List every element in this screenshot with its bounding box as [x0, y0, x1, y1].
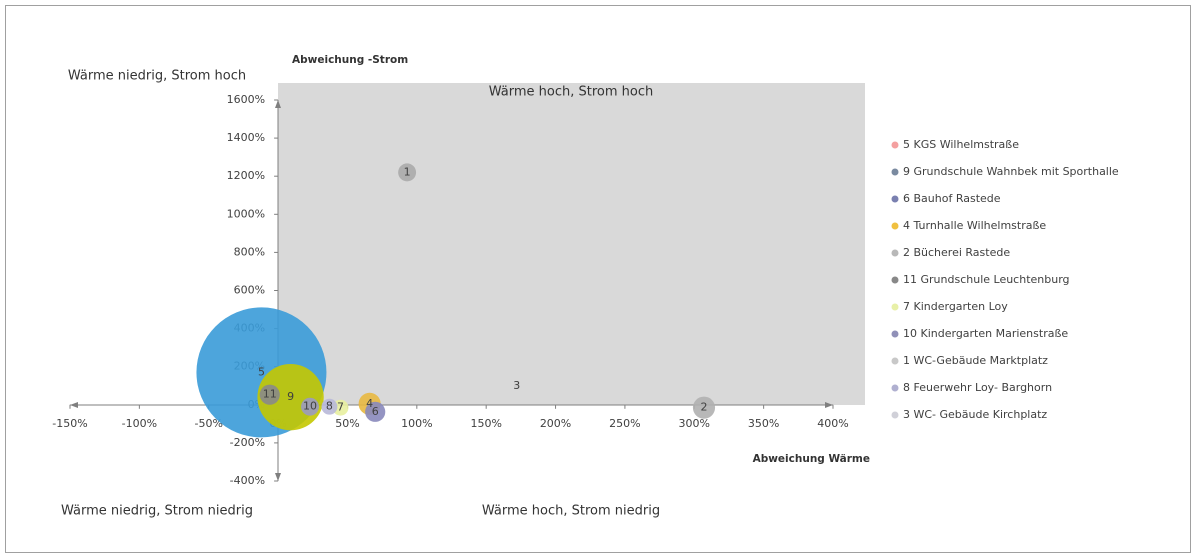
bubble: [321, 398, 338, 415]
y-axis-title: Abweichung -Strom: [292, 54, 408, 66]
x-tick-label: 250%: [609, 417, 640, 430]
legend-label: 7 Kindergarten Loy: [903, 300, 1008, 313]
quadrant-background: [278, 83, 865, 405]
bubble: [301, 397, 319, 416]
bubble-label: 3: [513, 379, 520, 392]
bubble: [513, 382, 520, 389]
bubble-label: 6: [372, 405, 379, 418]
bubble: [398, 163, 417, 182]
legend-label: 3 WC- Gebäude Kirchplatz: [903, 408, 1047, 421]
x-tick-label: 100%: [401, 417, 432, 430]
legend-marker: [891, 195, 899, 203]
y-tick-label: 1600%: [227, 93, 265, 106]
legend-label: 9 Grundschule Wahnbek mit Sporthalle: [903, 165, 1119, 178]
bubble-label: 2: [700, 401, 707, 414]
x-tick-label: 150%: [470, 417, 501, 430]
x-axis-title: Abweichung Wärme: [753, 453, 870, 465]
bubble-label: 10: [303, 400, 317, 413]
bubble-label: 11: [263, 388, 277, 401]
quadrant-label: Wärme hoch, Strom niedrig: [482, 504, 660, 519]
quadrant-label: Wärme hoch, Strom hoch: [489, 85, 653, 100]
legend-marker: [891, 384, 899, 392]
bubble: [365, 401, 386, 422]
y-tick-label: 1200%: [227, 169, 265, 182]
legend-marker: [891, 303, 899, 311]
x-tick-label: 200%: [540, 417, 571, 430]
legend-label: 4 Turnhalle Wilhelmstraße: [903, 219, 1046, 232]
bubble: [692, 396, 716, 419]
x-tick-label: 350%: [748, 417, 779, 430]
x-tick-label: 300%: [679, 417, 710, 430]
legend-marker: [891, 249, 899, 257]
legend-marker: [891, 168, 899, 176]
bubble-label: 8: [326, 400, 333, 413]
legend-marker: [891, 357, 899, 365]
bubble-label: 7: [337, 401, 344, 414]
y-tick-label: -200%: [230, 436, 265, 449]
bubble-label: 4: [366, 397, 373, 410]
legend-label: 1 WC-Gebäude Marktplatz: [903, 354, 1048, 367]
x-tick-label: 400%: [817, 417, 848, 430]
bubble: [259, 384, 280, 405]
legend-marker: [891, 276, 899, 284]
y-tick-label: 1000%: [227, 207, 265, 220]
x-tick-label: -100%: [122, 417, 157, 430]
x-tick-label: -150%: [52, 417, 87, 430]
y-tick-label: 600%: [234, 284, 265, 297]
legend-marker: [891, 141, 899, 149]
legend-label: 2 Bücherei Rastede: [903, 246, 1010, 259]
legend-label: 11 Grundschule Leuchtenburg: [903, 273, 1070, 286]
bubble-label: 5: [258, 365, 265, 378]
y-tick-label: 800%: [234, 245, 265, 258]
legend-label: 8 Feuerwehr Loy- Barghorn: [903, 381, 1052, 394]
quadrant-label: Wärme niedrig, Strom niedrig: [61, 504, 253, 519]
y-tick-label: -400%: [230, 474, 265, 487]
legend-label: 10 Kindergarten Marienstraße: [903, 327, 1068, 340]
legend-marker: [891, 411, 899, 419]
x-tick-label: 50%: [335, 417, 359, 430]
bubble-label: 9: [287, 390, 294, 403]
legend-label: 6 Bauhof Rastede: [903, 192, 1001, 205]
legend-marker: [891, 222, 899, 230]
bubble-label: 1: [404, 165, 411, 178]
y-tick-label: 1400%: [227, 131, 265, 144]
quadrant-label: Wärme niedrig, Strom hoch: [68, 69, 246, 84]
legend-marker: [891, 330, 899, 338]
legend-label: 5 KGS Wilhelmstraße: [903, 138, 1019, 151]
x-tick-label: -50%: [195, 417, 223, 430]
